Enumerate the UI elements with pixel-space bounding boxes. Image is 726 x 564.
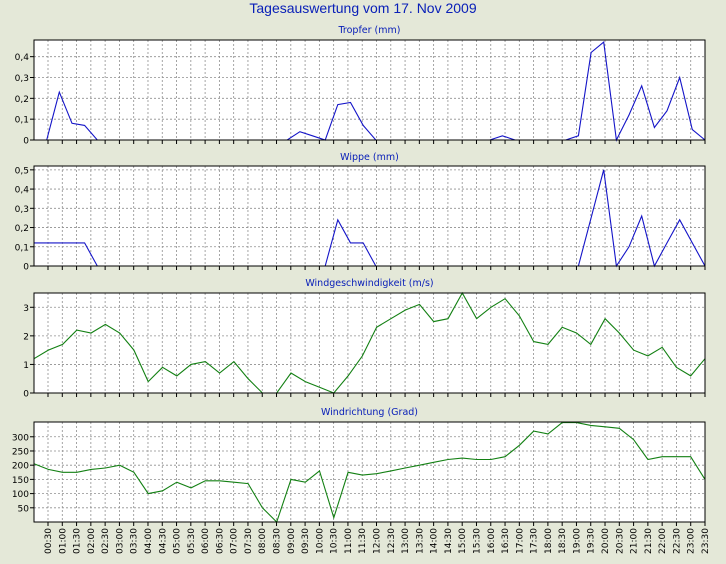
y-tick-label: 0,1 [15,243,29,253]
y-tick-label: 50 [18,504,30,514]
x-tick-label: 18:00 [544,528,554,554]
x-tick-label: 21:00 [630,528,640,554]
x-tick-label: 19:00 [572,528,582,554]
series-line [33,291,706,394]
x-tick-label: 14:00 [430,528,440,554]
x-tick-label: 02:30 [101,528,111,554]
chart-title: Windgeschwindigkeit (m/s) [305,278,433,289]
x-tick-label: 04:30 [158,528,168,554]
y-tick-label: 0 [23,390,29,400]
x-tick-label: 03:30 [130,528,140,554]
chart-panel-4: Windrichtung (Grad) 50 100 150 200 250 300 [12,407,706,526]
y-tick-label: 0,5 [15,166,29,176]
x-tick-label: 15:00 [458,528,468,554]
plot-area [34,293,705,393]
y-tick-label: 100 [12,490,29,500]
x-tick-label: 19:30 [587,528,597,554]
chart-title: Windrichtung (Grad) [321,407,418,418]
x-tick-label: 12:30 [387,528,397,554]
x-tick-label: 04:00 [144,528,154,554]
chart-panel-1: Tropfer (mm) 0 0,1 0,2 0,3 0,4 [15,25,706,147]
y-tick-label: 300 [12,433,29,443]
y-tick-label: 150 [12,476,29,486]
x-tick-label: 05:00 [173,528,183,554]
plot-area [34,422,705,522]
y-tick-label: 0,2 [15,224,29,234]
x-tick-label: 01:30 [73,528,83,554]
y-tick-label: 1 [23,361,29,371]
x-tick-label: 18:30 [558,528,568,554]
x-tick-label: 08:00 [258,528,268,554]
x-tick-label: 07:00 [230,528,240,554]
page-title: Tagesauswertung vom 17. Nov 2009 [249,0,477,16]
x-tick-label: 20:30 [615,528,625,554]
x-tick-label: 10:00 [315,528,325,554]
x-tick-label: 09:00 [287,528,297,554]
x-tick-label: 20:00 [601,528,611,554]
y-tick-label: 0,3 [15,74,29,84]
series-line [33,422,706,524]
x-tick-label: 02:00 [87,528,97,554]
y-tick-label: 3 [23,304,29,314]
x-tick-label: 15:30 [472,528,482,554]
x-tick-label: 16:00 [487,528,497,554]
y-tick-label: 2 [23,332,29,342]
x-tick-label: 05:30 [187,528,197,554]
x-tick-label: 14:30 [444,528,454,554]
y-tick-label: 250 [12,447,29,457]
y-tick-label: 0,4 [15,186,30,196]
x-tick-label: 23:30 [701,528,711,554]
x-tick-label: 17:30 [530,528,540,554]
plot-frame [33,421,706,523]
x-tick-label: 07:30 [244,528,254,554]
x-tick-label: 23:00 [687,528,697,554]
x-tick-label: 01:00 [58,528,68,554]
x-tick-label: 17:00 [515,528,525,554]
x-tick-label: 08:30 [273,528,283,554]
plot-frame [33,39,706,141]
x-tick-label: 10:30 [330,528,340,554]
y-tick-label: 0,3 [15,205,29,215]
x-tick-label: 03:00 [115,528,125,554]
x-tick-label: 09:30 [301,528,311,554]
plot-area [34,166,705,266]
x-tick-label: 12:00 [373,528,383,554]
x-tick-label: 13:30 [415,528,425,554]
y-tick-label: 0 [23,263,29,273]
y-tick-label: 0,2 [15,95,29,105]
y-tick-label: 0,1 [15,116,29,126]
x-tick-label: 16:30 [501,528,511,554]
y-tick-label: 0,4 [15,53,30,63]
chart-title: Wippe (mm) [340,152,399,163]
x-tick-label: 11:00 [344,528,354,554]
x-tick-label: 22:30 [672,528,682,554]
x-tick-label: 06:00 [201,528,211,554]
x-tick-label: 00:30 [44,528,54,554]
x-tick-label: 13:00 [401,528,411,554]
x-tick-label: 21:30 [644,528,654,554]
y-tick-label: 0 [23,137,29,147]
x-tick-label: 11:30 [358,528,368,554]
plot-frame [33,165,706,267]
chart-panel-2: Wippe (mm) 0 0,1 0,2 0,3 0,4 0,5 [15,152,706,273]
chart-panel-3: Windgeschwindigkeit (m/s) 0 1 2 3 [23,278,706,400]
chart-title: Tropfer (mm) [338,25,401,36]
x-tick-label: 22:00 [658,528,668,554]
plot-area [34,40,705,140]
y-tick-label: 200 [12,462,29,472]
x-tick-label: 06:30 [215,528,225,554]
plot-frame [33,292,706,394]
